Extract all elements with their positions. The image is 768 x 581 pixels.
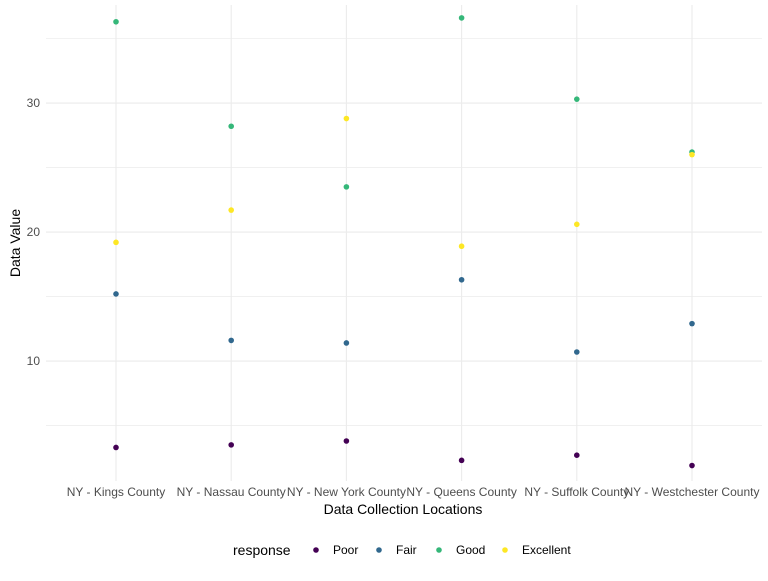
minor-gridlines <box>46 38 762 426</box>
x-tick-label: NY - Kings County <box>67 485 166 499</box>
data-point-fair <box>343 340 350 346</box>
legend-key-poor <box>313 547 319 553</box>
data-point-fair <box>458 276 465 283</box>
y-tick-labels: 10 20 30 <box>27 96 41 368</box>
legend-label-fair: Fair <box>396 543 417 557</box>
data-point-excellent <box>228 207 234 213</box>
data-point-fair <box>574 349 580 355</box>
y-axis-label: Data Value <box>7 209 23 277</box>
data-point-poor <box>574 452 580 459</box>
legend-label-good: Good <box>456 543 485 557</box>
x-tick-label: NY - Queens County <box>406 485 517 499</box>
y-tick-label: 20 <box>27 225 41 239</box>
legend-label-excellent: Excellent <box>522 543 571 557</box>
data-point-excellent <box>458 243 465 250</box>
data-point-poor <box>113 444 119 451</box>
legend-key-good <box>436 547 442 553</box>
y-tick-label: 10 <box>27 354 41 368</box>
legend-items: Poor Fair Good Excellent <box>313 543 571 557</box>
legend-label-poor: Poor <box>333 543 358 557</box>
x-axis-label: Data Collection Locations <box>324 501 483 517</box>
data-point-good <box>458 15 465 21</box>
x-tick-label: NY - Suffolk County <box>524 485 629 499</box>
data-point-poor <box>689 462 695 469</box>
data-point-good <box>343 184 350 190</box>
x-tick-label: NY - New York County <box>287 485 406 499</box>
data-point-good <box>113 18 119 25</box>
legend-title: response <box>233 542 291 558</box>
x-tick-labels: NY - Kings County NY - Nassau County NY - … <box>67 485 760 499</box>
data-point-excellent <box>574 221 580 228</box>
x-tick-label: NY - Nassau County <box>177 485 286 499</box>
data-point-excellent <box>113 239 119 246</box>
legend-key-fair <box>376 547 382 553</box>
data-point-fair <box>689 320 695 327</box>
major-gridlines <box>46 5 762 481</box>
data-point-good <box>574 96 580 102</box>
data-point-fair <box>113 291 119 297</box>
data-point-fair <box>228 337 234 344</box>
data-point-excellent <box>343 115 350 122</box>
data-point-poor <box>458 457 465 464</box>
legend: response Poor Fair Good Excellent <box>233 542 571 558</box>
data-point-poor <box>228 442 234 448</box>
data-point-poor <box>343 438 350 444</box>
data-point-excellent <box>689 151 695 158</box>
legend-key-excellent <box>502 547 508 553</box>
data-point-good <box>228 123 234 130</box>
data-points <box>113 15 695 469</box>
y-tick-label: 30 <box>27 96 41 110</box>
x-tick-label: NY - Westchester County <box>625 485 760 499</box>
